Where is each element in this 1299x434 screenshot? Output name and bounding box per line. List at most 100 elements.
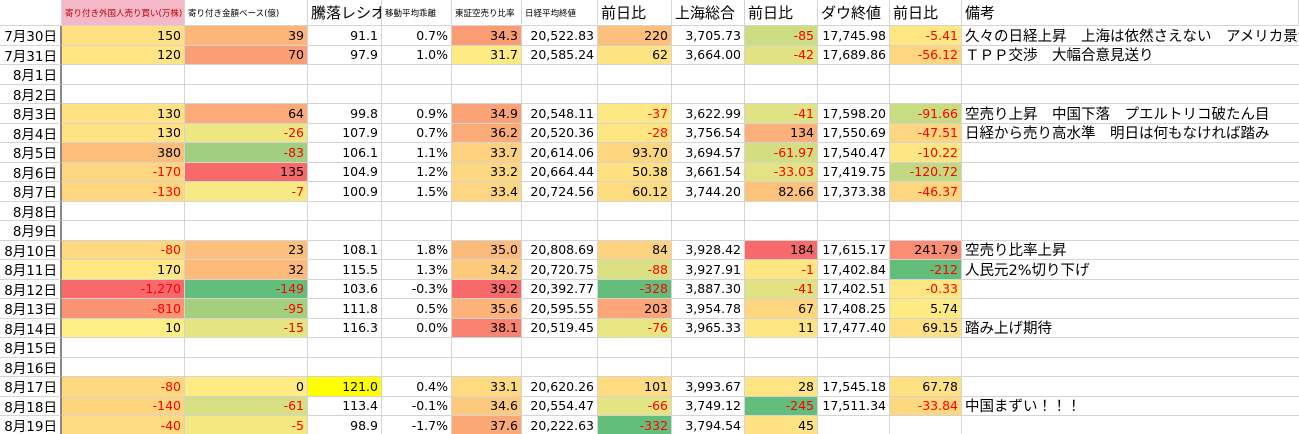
value-cell: 3,887.30 xyxy=(672,279,745,299)
date-cell: 8月2日 xyxy=(0,84,62,104)
value-cell: 82.66 xyxy=(745,182,818,202)
value-cell: 1.8% xyxy=(382,240,452,260)
value-cell: -7 xyxy=(185,182,308,202)
value-cell: 20,724.56 xyxy=(522,182,598,202)
note-cell: 空売り比率上昇 xyxy=(962,241,1299,260)
value-cell: -80 xyxy=(62,377,185,397)
value-cell: 104.9 xyxy=(308,162,382,182)
value-cell xyxy=(598,338,672,358)
date-cell: 8月1日 xyxy=(0,65,62,85)
date-cell: 8月3日 xyxy=(0,104,62,124)
date-cell: 8月9日 xyxy=(0,221,62,241)
value-cell: -212 xyxy=(890,260,962,280)
value-cell: 101 xyxy=(598,377,672,397)
date-cell: 8月15日 xyxy=(0,338,62,358)
date-cell: 8月4日 xyxy=(0,123,62,143)
value-cell xyxy=(308,65,382,85)
value-cell: -47.51 xyxy=(890,123,962,143)
value-cell: 1.1% xyxy=(382,143,452,163)
value-cell xyxy=(382,357,452,377)
value-cell xyxy=(382,65,452,85)
header-cell: 備考 xyxy=(962,0,1299,26)
note-cell: 久々の日経上昇 上海は依然さえない アメリカ景気回復の流 xyxy=(962,26,1299,46)
value-cell xyxy=(185,357,308,377)
value-cell: 150 xyxy=(62,26,185,46)
value-cell: -28 xyxy=(598,123,672,143)
value-cell: -5 xyxy=(185,416,308,434)
value-cell: 100.9 xyxy=(308,182,382,202)
value-cell: -61.97 xyxy=(745,143,818,163)
value-cell: 3,705.73 xyxy=(672,26,745,46)
value-cell: 130 xyxy=(62,123,185,143)
value-cell xyxy=(745,221,818,241)
value-cell xyxy=(62,201,185,221)
value-cell xyxy=(745,201,818,221)
value-cell: -5.41 xyxy=(890,26,962,46)
value-cell: 3,794.54 xyxy=(672,416,745,434)
header-cell: 前日比 xyxy=(745,0,818,26)
value-cell: 241.79 xyxy=(890,240,962,260)
value-cell xyxy=(818,357,890,377)
value-cell xyxy=(745,65,818,85)
value-cell: 69.15 xyxy=(890,318,962,338)
value-cell: 20,614.06 xyxy=(522,143,598,163)
value-cell: 33.4 xyxy=(452,182,522,202)
value-cell xyxy=(185,84,308,104)
value-cell: 64 xyxy=(185,104,308,124)
value-cell: 3,664.00 xyxy=(672,45,745,65)
value-cell: 5.74 xyxy=(890,299,962,319)
note-cell xyxy=(962,85,1299,104)
value-cell xyxy=(818,221,890,241)
value-cell: 17,540.47 xyxy=(818,143,890,163)
value-cell: 20,522.83 xyxy=(522,26,598,46)
header-cell: 寄り付き外国人売り買い(万株) xyxy=(62,0,185,26)
value-cell xyxy=(382,338,452,358)
note-cell xyxy=(962,338,1299,358)
value-cell: 0.5% xyxy=(382,299,452,319)
value-cell: -76 xyxy=(598,318,672,338)
value-cell: -332 xyxy=(598,416,672,434)
value-cell: 3,993.67 xyxy=(672,377,745,397)
value-cell: -37 xyxy=(598,104,672,124)
value-cell: 0.4% xyxy=(382,377,452,397)
value-cell: 111.8 xyxy=(308,299,382,319)
value-cell: 93.70 xyxy=(598,143,672,163)
value-cell: 34.6 xyxy=(452,396,522,416)
value-cell: 116.3 xyxy=(308,318,382,338)
note-cell xyxy=(962,221,1299,241)
value-cell: -1.7% xyxy=(382,416,452,434)
value-cell xyxy=(62,338,185,358)
value-cell xyxy=(62,65,185,85)
value-cell: 103.6 xyxy=(308,279,382,299)
value-cell: 39.2 xyxy=(452,279,522,299)
date-cell: 8月6日 xyxy=(0,162,62,182)
date-cell: 7月31日 xyxy=(0,45,62,65)
note-cell xyxy=(962,377,1299,397)
value-cell: -95 xyxy=(185,299,308,319)
value-cell xyxy=(452,357,522,377)
value-cell: 34.2 xyxy=(452,260,522,280)
header-cell: 騰落レシオ xyxy=(308,0,382,26)
value-cell: 203 xyxy=(598,299,672,319)
value-cell: 0.0% xyxy=(382,318,452,338)
value-cell: 120 xyxy=(62,45,185,65)
value-cell xyxy=(522,65,598,85)
value-cell: 62 xyxy=(598,45,672,65)
value-cell xyxy=(745,84,818,104)
value-cell: -40 xyxy=(62,416,185,434)
note-cell: 空売り上昇 中国下落 プエルトリコ破たん目 xyxy=(962,104,1299,124)
note-cell xyxy=(962,163,1299,182)
value-cell xyxy=(308,221,382,241)
value-cell: 3,927.91 xyxy=(672,260,745,280)
value-cell: 33.2 xyxy=(452,162,522,182)
value-cell: 3,928.42 xyxy=(672,240,745,260)
note-cell xyxy=(962,182,1299,202)
value-cell xyxy=(890,201,962,221)
value-cell: 380 xyxy=(62,143,185,163)
note-cell: 中国まずい！！！ xyxy=(962,397,1299,416)
value-cell xyxy=(452,338,522,358)
header-cell: 前日比 xyxy=(890,0,962,26)
value-cell: -149 xyxy=(185,279,308,299)
date-cell: 8月18日 xyxy=(0,396,62,416)
value-cell xyxy=(308,84,382,104)
